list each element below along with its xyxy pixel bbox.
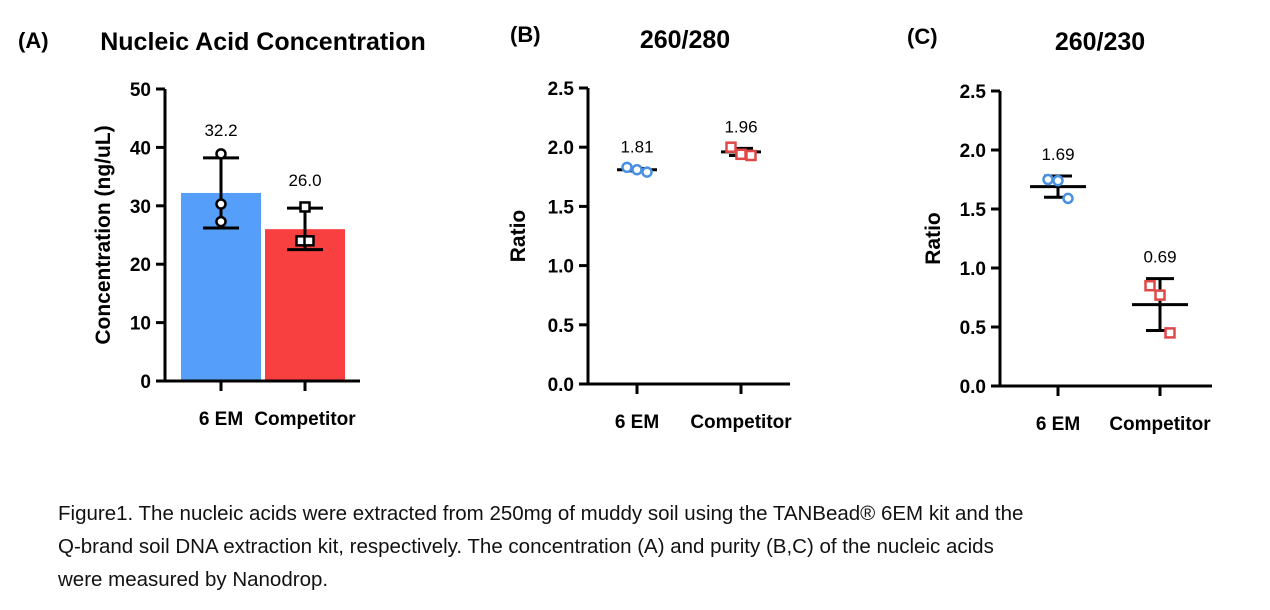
data-point: [303, 235, 315, 247]
data-label: 26.0: [288, 171, 321, 190]
data-point: [1042, 173, 1054, 186]
panel-label: (B): [510, 22, 541, 47]
data-point: [1062, 192, 1074, 205]
data-point: [1164, 327, 1176, 339]
figure-caption: Figure1. The nucleic acids were extracte…: [58, 497, 1258, 596]
y-axis-label: Concentration (ng/uL): [92, 125, 115, 344]
x-tick-label: 6 EM: [1036, 414, 1080, 435]
x-tick-label: 6 EM: [199, 409, 243, 430]
y-tick-label: 20: [130, 255, 151, 276]
chart-title: 260/280: [640, 26, 730, 54]
x-tick-label: Competitor: [690, 412, 792, 433]
caption-line: Figure1. The nucleic acids were extracte…: [58, 502, 1024, 525]
y-tick-label: 0.5: [960, 318, 987, 339]
data-point: [1144, 279, 1156, 292]
data-point: [215, 215, 227, 228]
data-label: 0.69: [1143, 248, 1176, 267]
data-label: 1.96: [724, 117, 757, 136]
x-tick-label: 6 EM: [615, 412, 659, 433]
data-point: [215, 148, 227, 160]
panel-label: (C): [907, 24, 938, 49]
y-axis-label: Ratio: [922, 212, 945, 265]
bar: [265, 229, 345, 381]
data-point: [1052, 174, 1064, 187]
data-label: 1.81: [620, 138, 653, 157]
data-point: [641, 166, 653, 178]
y-tick-label: 1.0: [960, 259, 986, 280]
y-tick-label: 1.5: [960, 200, 987, 221]
data-point: [1154, 289, 1166, 301]
data-point: [725, 141, 737, 153]
y-tick-label: 0.0: [960, 377, 986, 398]
y-tick-label: 0: [140, 372, 151, 393]
data-label: 32.2: [204, 121, 237, 140]
caption-line: were measured by Nanodrop.: [58, 568, 329, 591]
chart-panel-0: (A) Nucleic Acid Concentration Concentrati…: [18, 28, 426, 430]
y-tick-label: 0.5: [548, 316, 575, 337]
chart-title: Nucleic Acid Concentration: [100, 28, 426, 56]
y-tick-label: 2.0: [548, 138, 574, 159]
x-tick-label: Competitor: [1109, 414, 1211, 435]
data-point: [299, 201, 311, 213]
y-tick-label: 1.5: [548, 197, 575, 218]
y-tick-label: 2.0: [960, 141, 986, 162]
y-tick-label: 50: [130, 80, 151, 101]
data-point: [745, 149, 757, 162]
y-tick-label: 1.0: [548, 257, 574, 278]
data-point: [215, 198, 227, 210]
panel-label: (A): [18, 28, 49, 53]
data-point: [735, 148, 747, 161]
y-tick-label: 30: [130, 197, 151, 218]
data-label: 1.69: [1041, 145, 1074, 164]
chart-title: 260/230: [1055, 28, 1145, 56]
y-tick-label: 10: [130, 314, 151, 335]
y-tick-label: 0.0: [548, 375, 574, 396]
y-axis-label: Ratio: [507, 210, 530, 263]
y-tick-label: 2.5: [548, 79, 575, 100]
y-tick-label: 2.5: [960, 82, 987, 103]
data-point: [631, 163, 643, 176]
data-point: [621, 161, 633, 174]
chart-panel-2: (C) 260/230 Ratio 0.0 0.5 1.0 1.5 2.0 2.5 6 EM 1.6…: [907, 24, 1212, 435]
x-tick-label: Competitor: [254, 409, 356, 430]
y-tick-label: 40: [130, 138, 151, 159]
chart-panel-1: (B) 260/280 Ratio 0.0 0.5 1.0 1.5 2.0 2.5 6 EM 1.8…: [507, 22, 792, 433]
caption-line: Q-brand soil DNA extraction kit, respect…: [58, 535, 994, 558]
